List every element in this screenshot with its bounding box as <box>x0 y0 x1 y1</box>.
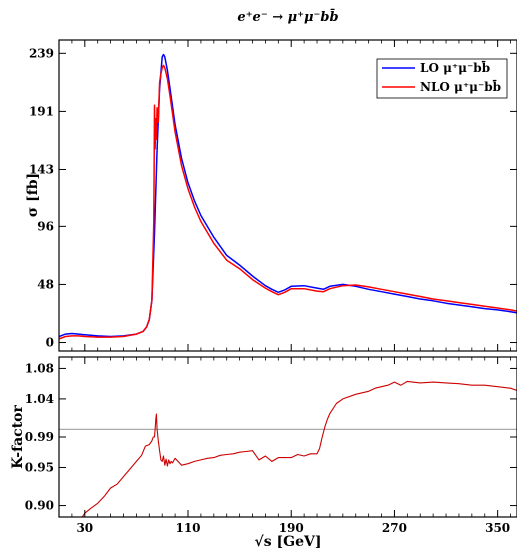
k-factor-series-0 <box>81 380 517 517</box>
legend-label-lo: LO μ⁺μ⁻bb̄ <box>420 59 490 75</box>
k-factor-panel: 0.90 0.95 0.99 1.04 1.08 30 110 190 270 350 K-fac… <box>10 356 517 549</box>
x-tick-label: 30 <box>76 521 93 535</box>
cross-section-ytick-label: 143 <box>29 162 54 176</box>
y-axis-title-k-factor: K-factor <box>10 405 26 469</box>
cross-section-series-1 <box>59 64 517 340</box>
x-tick-label: 350 <box>485 521 510 535</box>
cross-section-ytick-label: 239 <box>29 46 54 60</box>
x-axis-title: √s [GeV] <box>255 534 322 549</box>
cross-section-ytick-label: 191 <box>29 104 54 118</box>
cross-section-panel: 0 48 96 143 191 239 σ [fb] LO μ⁺μ⁻bb̄ NLO μ⁺μ… <box>25 39 517 352</box>
cross-section-ytick-label: 96 <box>37 219 54 233</box>
k-factor-ytick-label: 0.90 <box>25 499 54 513</box>
legend-label-nlo: NLO μ⁺μ⁻bb̄ <box>420 78 501 94</box>
x-tick-label: 110 <box>175 521 200 535</box>
y-axis-title-cross-section: σ [fb] <box>25 173 41 217</box>
legend-frame <box>376 58 508 99</box>
k-factor-ytick-label: 0.95 <box>25 460 54 474</box>
cross-section-ytick-label: 48 <box>37 277 54 291</box>
x-tick-label: 270 <box>382 521 407 535</box>
x-tick-label: 190 <box>279 521 304 535</box>
cross-section-panel-frame <box>58 39 517 352</box>
chart-title: e⁺e⁻ → μ⁺μ⁻bb̄ <box>237 8 338 25</box>
cross-section-ytick-label: 0 <box>46 336 54 350</box>
k-factor-panel-frame <box>58 356 517 518</box>
k-factor-ytick-label: 0.99 <box>25 430 54 444</box>
legend: LO μ⁺μ⁻bb̄ NLO μ⁺μ⁻bb̄ <box>376 58 508 99</box>
k-factor-ytick-label: 1.04 <box>25 392 54 406</box>
k-factor-ytick-label: 1.08 <box>25 361 54 375</box>
